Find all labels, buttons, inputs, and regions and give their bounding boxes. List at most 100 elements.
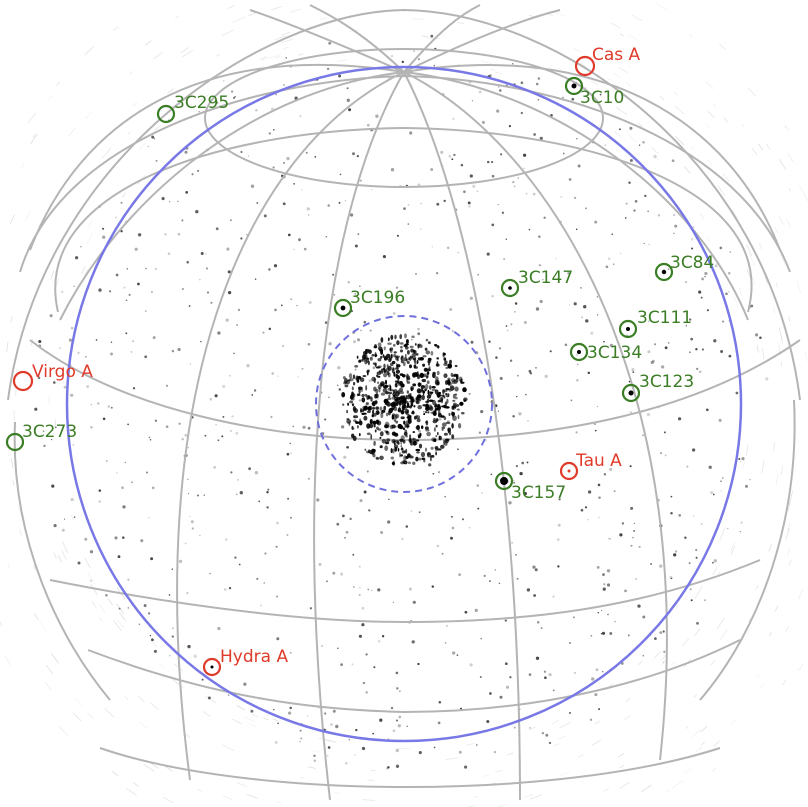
rim-streak: [221, 29, 235, 37]
noise-speckle: [506, 329, 509, 332]
noise-speckle: [164, 233, 167, 236]
noise-speckle: [198, 110, 201, 113]
noise-speckle: [89, 579, 92, 582]
rim-streak: [248, 722, 258, 728]
grid-meridian-11: [29, 64, 405, 251]
noise-speckle: [372, 732, 375, 735]
noise-speckle: [642, 615, 646, 619]
core-speck: [385, 430, 389, 434]
noise-speckle: [131, 481, 133, 484]
rim-streak: [548, 13, 554, 17]
noise-speckle: [520, 81, 524, 85]
core-speck: [393, 419, 397, 422]
source-3c134: 3C134: [569, 342, 642, 363]
noise-speckle: [573, 196, 577, 200]
noise-speckle: [168, 594, 171, 596]
rim-streak: [706, 158, 713, 167]
noise-speckle: [512, 415, 515, 418]
noise-speckle: [302, 425, 306, 429]
noise-speckle: [215, 227, 219, 231]
core-speck: [460, 378, 463, 384]
core-speck: [362, 412, 367, 415]
core-speck: [376, 374, 379, 378]
noise-speckle: [150, 557, 154, 561]
noise-speckle: [229, 374, 231, 377]
core-speck: [356, 393, 361, 397]
rim-streak: [619, 67, 628, 74]
noise-speckle: [97, 402, 100, 405]
rim-streak: [759, 243, 763, 250]
noise-speckle: [523, 167, 525, 170]
source-dot: [500, 477, 508, 485]
rim-streak: [706, 237, 710, 242]
noise-speckle: [80, 246, 82, 248]
noise-speckle: [38, 339, 42, 344]
noise-speckle: [627, 634, 630, 637]
core-speck: [436, 370, 440, 376]
noise-speckle: [306, 714, 309, 717]
core-speck: [381, 439, 387, 444]
noise-speckle: [147, 612, 151, 615]
noise-speckle: [596, 405, 599, 408]
noise-speckle: [700, 523, 703, 525]
rim-streak: [495, 770, 503, 773]
core-speck: [445, 392, 447, 396]
noise-speckle: [359, 587, 361, 589]
noise-speckle: [478, 90, 482, 94]
noise-speckle: [276, 521, 279, 525]
core-speck: [392, 343, 396, 347]
core-speck: [368, 407, 372, 412]
core-speck: [397, 409, 400, 412]
noise-speckle: [654, 343, 657, 346]
core-speck: [416, 415, 421, 419]
source-label: 3C123: [639, 372, 694, 392]
core-speck: [426, 431, 431, 437]
source-tau-a: Tau A: [559, 451, 622, 481]
noise-speckle: [217, 331, 221, 335]
core-speck: [385, 391, 389, 395]
noise-speckle: [178, 559, 183, 564]
core-speck: [408, 356, 412, 361]
noise-speckle: [544, 374, 548, 379]
core-speck: [388, 394, 391, 399]
rim-streak: [560, 771, 570, 777]
core-speck: [380, 337, 384, 343]
noise-speckle: [344, 537, 346, 539]
noise-speckle: [567, 272, 570, 275]
rim-streak: [675, 135, 685, 146]
rim-streak: [20, 163, 25, 170]
source-marker-ring: [564, 76, 584, 96]
rim-streak: [653, 651, 661, 659]
rim-streak: [778, 158, 787, 171]
core-speck: [398, 425, 404, 430]
rim-streak: [627, 33, 638, 40]
noise-speckle: [589, 718, 593, 721]
rim-streak: [139, 721, 148, 729]
core-speck: [353, 408, 359, 414]
noise-speckle: [236, 324, 238, 326]
noise-speckle: [149, 439, 152, 441]
rim-streak: [768, 631, 773, 637]
core-speck: [416, 451, 420, 454]
source-3c84: 3C84: [654, 253, 714, 282]
rim-streak: [786, 547, 791, 557]
noise-speckle: [597, 483, 601, 487]
noise-speckle: [230, 430, 232, 432]
noise-speckle: [469, 174, 473, 178]
noise-speckle: [286, 534, 289, 536]
noise-speckle: [557, 523, 561, 527]
core-speck: [404, 429, 408, 434]
core-speck: [401, 374, 406, 378]
rim-streak: [788, 559, 792, 566]
noise-speckle: [190, 520, 194, 524]
core-speck: [425, 383, 429, 390]
core-speck: [426, 375, 428, 379]
core-speck: [346, 419, 352, 424]
rim-streak: [619, 33, 624, 37]
rim-streak: [56, 82, 60, 86]
core-speck: [369, 423, 374, 429]
noise-speckle: [380, 531, 384, 534]
noise-speckle: [189, 515, 191, 518]
noise-speckle: [417, 429, 421, 433]
core-speck: [406, 377, 409, 383]
